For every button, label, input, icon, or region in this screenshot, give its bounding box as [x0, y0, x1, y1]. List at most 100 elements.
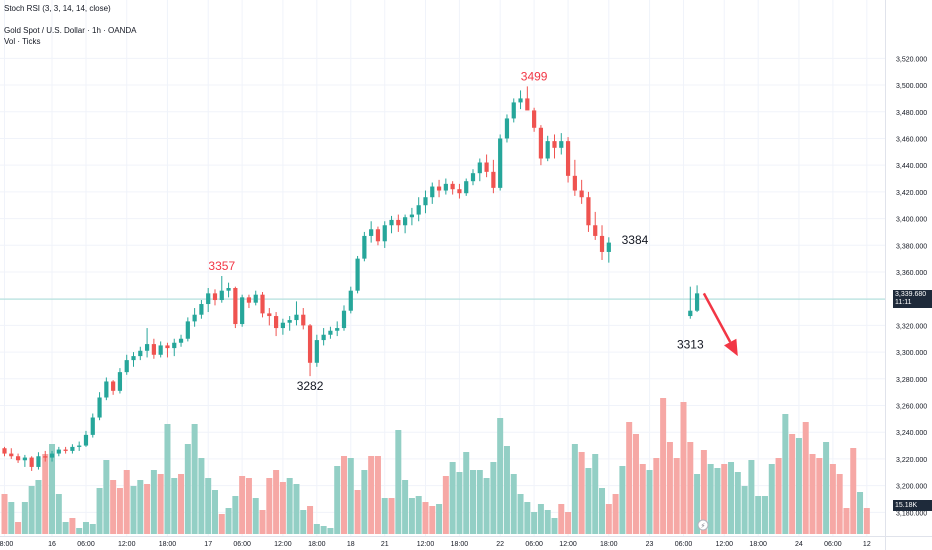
volume-bar: [666, 442, 673, 534]
candle-body: [144, 344, 150, 351]
current-price-value: 3,339.680: [895, 291, 927, 299]
x-tick-label: 06:00: [77, 541, 95, 548]
volume-bar: [476, 470, 483, 534]
volume-bar: [96, 488, 103, 534]
candle-body: [301, 314, 306, 326]
candle-body: [219, 290, 224, 301]
volume-bar: [578, 452, 585, 534]
x-tick-label: 12:00: [274, 541, 292, 548]
volume-bar: [137, 480, 144, 534]
candle-body: [253, 294, 258, 303]
volume-legend[interactable]: Vol · Ticks: [4, 37, 41, 46]
volume-bar: [755, 496, 762, 534]
volume-bar: [334, 466, 341, 534]
candle-body: [43, 456, 48, 458]
price-annotation-3499: 3499: [521, 69, 548, 83]
candle-body: [2, 448, 7, 454]
y-tick-label: 3,200.000: [896, 484, 927, 491]
volume-bar: [857, 492, 864, 534]
candle-body: [532, 110, 537, 128]
stoch-rsi-legend[interactable]: Stoch RSI (3, 3, 14, 14, close): [4, 4, 111, 13]
candle-body: [382, 225, 387, 242]
candle-body: [131, 356, 136, 361]
y-tick-label: 3,440.000: [896, 163, 927, 170]
candle-body: [335, 328, 340, 331]
volume-bar: [551, 518, 558, 534]
candle-body: [362, 235, 367, 259]
volume-bar: [449, 462, 456, 534]
symbol-legend[interactable]: Gold Spot / U.S. Dollar · 1h · OANDA: [4, 26, 137, 35]
volume-bar: [218, 514, 225, 534]
candle-body: [565, 141, 571, 176]
volume-bar: [307, 506, 314, 534]
candle-body: [104, 381, 109, 398]
volume-bar: [761, 496, 768, 534]
price-annotation-3357: 3357: [208, 259, 235, 273]
candle-body: [280, 322, 285, 329]
candle-body: [470, 173, 476, 182]
volume-bar: [585, 468, 592, 534]
x-tick-label: 18:00: [308, 541, 326, 548]
x-tick-label: 18:00: [0, 541, 13, 548]
volume-bar: [35, 480, 42, 534]
candle-body: [240, 297, 245, 325]
x-tick-label: 21: [381, 541, 389, 548]
volume-bar: [178, 474, 185, 534]
volume-bar: [775, 458, 782, 534]
volume-bar: [130, 486, 137, 534]
y-tick-label: 3,300.000: [896, 350, 927, 357]
volume-bar: [184, 444, 191, 534]
candle-body: [56, 449, 61, 454]
volume-bar: [82, 522, 89, 534]
x-tick-label: 18:00: [600, 541, 618, 548]
volume-bar: [259, 510, 266, 534]
y-tick-label: 3,280.000: [896, 377, 927, 384]
candle-body: [90, 417, 95, 435]
candle-body: [545, 141, 550, 159]
y-tick-label: 3,240.000: [896, 430, 927, 437]
volume-bar: [49, 444, 56, 534]
volume-bar: [252, 498, 259, 534]
candle-body: [77, 445, 82, 447]
candle-body: [491, 171, 496, 188]
volume-bar: [150, 470, 157, 534]
volume-bar: [850, 448, 857, 534]
volume-bar: [632, 434, 639, 534]
candle-body: [599, 235, 605, 252]
volume-bar: [211, 490, 218, 534]
volume-bar: [639, 464, 646, 534]
volume-bar: [795, 438, 802, 534]
bar-countdown: 11:11: [895, 299, 912, 307]
volume-bar: [782, 414, 789, 534]
volume-bar: [408, 498, 415, 534]
volume-bar: [21, 502, 28, 534]
volume-bar: [599, 488, 606, 534]
volume-bar: [741, 486, 748, 534]
candle-body: [206, 293, 211, 305]
candle-body: [63, 449, 68, 451]
candle-body: [579, 190, 584, 198]
candle-body: [36, 456, 41, 467]
volume-bar: [592, 454, 599, 534]
x-tick-label: 12: [863, 541, 871, 548]
candle-body: [450, 183, 455, 190]
y-tick-label: 3,320.000: [896, 323, 927, 330]
volume-bar: [205, 478, 212, 534]
volume-bar: [843, 508, 850, 534]
volume-bar: [863, 508, 870, 534]
volume-bar: [171, 478, 178, 534]
candle-body: [287, 320, 292, 323]
candle-body: [274, 316, 279, 329]
volume-bar: [470, 470, 477, 534]
y-tick-label: 3,180.000: [896, 510, 927, 517]
candle-body: [348, 290, 353, 311]
x-tick-label: 16: [48, 541, 56, 548]
candle-body: [396, 219, 401, 226]
candle-body: [423, 197, 428, 206]
volume-bar: [680, 402, 687, 534]
volume-bar: [497, 418, 504, 534]
volume-bar: [402, 480, 409, 534]
candle-body: [124, 360, 129, 373]
x-tick-label: 06:00: [675, 541, 693, 548]
